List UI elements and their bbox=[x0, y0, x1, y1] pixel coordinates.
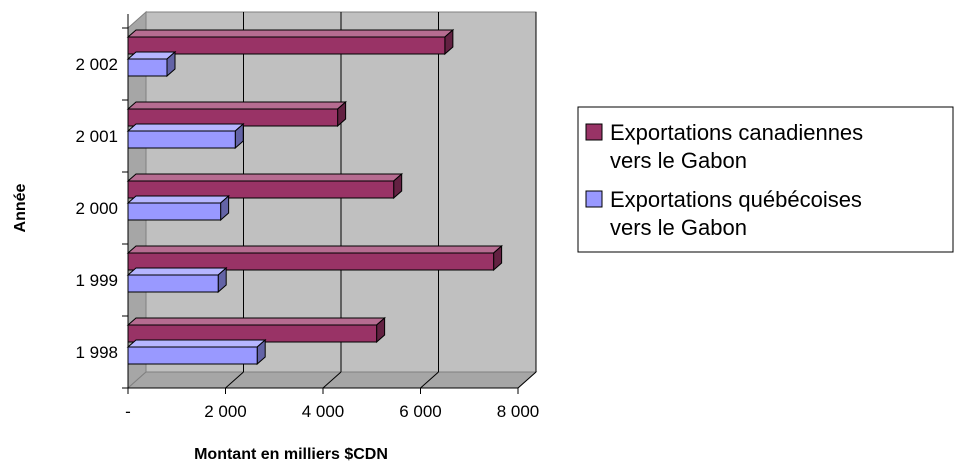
legend-swatch bbox=[585, 190, 603, 208]
tick-labels: - 2 000 4 000 6 000 8 000 1 998 1 999 2 000 2 00… bbox=[75, 55, 539, 421]
bar-top-face bbox=[126, 317, 386, 326]
bar-front-face bbox=[127, 36, 446, 55]
bar-top-face bbox=[126, 195, 230, 204]
bar-quebec bbox=[126, 194, 230, 222]
x-axis-title: Montant en milliers $CDN bbox=[194, 446, 388, 463]
bar-canadian bbox=[126, 28, 455, 56]
bar-quebec bbox=[126, 338, 267, 366]
gridline-floor bbox=[322, 371, 342, 389]
gridline-floor bbox=[517, 371, 537, 389]
bar-front-face bbox=[127, 274, 219, 293]
bar-canadian bbox=[126, 316, 386, 344]
bar-top-face bbox=[126, 29, 455, 38]
y-tick-label: 1 998 bbox=[75, 343, 118, 362]
bar-canadian bbox=[126, 172, 404, 200]
bar-front-face bbox=[127, 324, 378, 343]
x-tick-label: 8 000 bbox=[497, 402, 540, 421]
legend-label: vers le Gabon bbox=[610, 148, 747, 173]
y-axis-title: Année bbox=[12, 183, 29, 232]
bar-quebec bbox=[126, 266, 228, 294]
legend-swatch bbox=[585, 123, 603, 141]
y-tick-label: 2 002 bbox=[75, 55, 118, 74]
x-tick-label: 4 000 bbox=[302, 402, 345, 421]
x-tick-label: 2 000 bbox=[204, 402, 247, 421]
legend: Exportations canadiennes vers le Gabon Exp… bbox=[577, 106, 954, 253]
legend-box bbox=[577, 106, 954, 253]
bar-front-face bbox=[127, 108, 339, 127]
y-tick-label: 1 999 bbox=[75, 271, 118, 290]
y-tick-label: 2 000 bbox=[75, 199, 118, 218]
legend-label: Exportations canadiennes bbox=[610, 120, 863, 145]
bar-top-face bbox=[126, 267, 228, 276]
bar-canadian bbox=[126, 244, 503, 272]
bar-front-face bbox=[127, 252, 495, 271]
gridline-floor bbox=[420, 371, 439, 389]
legend-label: Exportations québécoises bbox=[610, 187, 862, 212]
gridline-floor bbox=[225, 371, 244, 389]
legend-label: vers le Gabon bbox=[610, 215, 747, 240]
y-tick-label: 2 001 bbox=[75, 127, 118, 146]
x-tick-label: - bbox=[125, 402, 131, 421]
x-tick-label: 6 000 bbox=[399, 402, 442, 421]
bar-front-face bbox=[127, 180, 395, 199]
bar-front-face bbox=[127, 202, 222, 221]
bar-top-face bbox=[126, 339, 267, 348]
bar-top-face bbox=[126, 123, 245, 132]
bars bbox=[126, 28, 503, 366]
bar-front-face bbox=[127, 346, 258, 365]
bar-front-face bbox=[127, 58, 168, 77]
bar-top-face bbox=[126, 245, 503, 254]
bar-top-face bbox=[126, 173, 404, 182]
bar-quebec bbox=[126, 122, 245, 150]
bar-quebec bbox=[126, 50, 177, 78]
bar-top-face bbox=[126, 101, 347, 110]
bar-canadian bbox=[126, 100, 347, 128]
bar-front-face bbox=[127, 130, 236, 149]
